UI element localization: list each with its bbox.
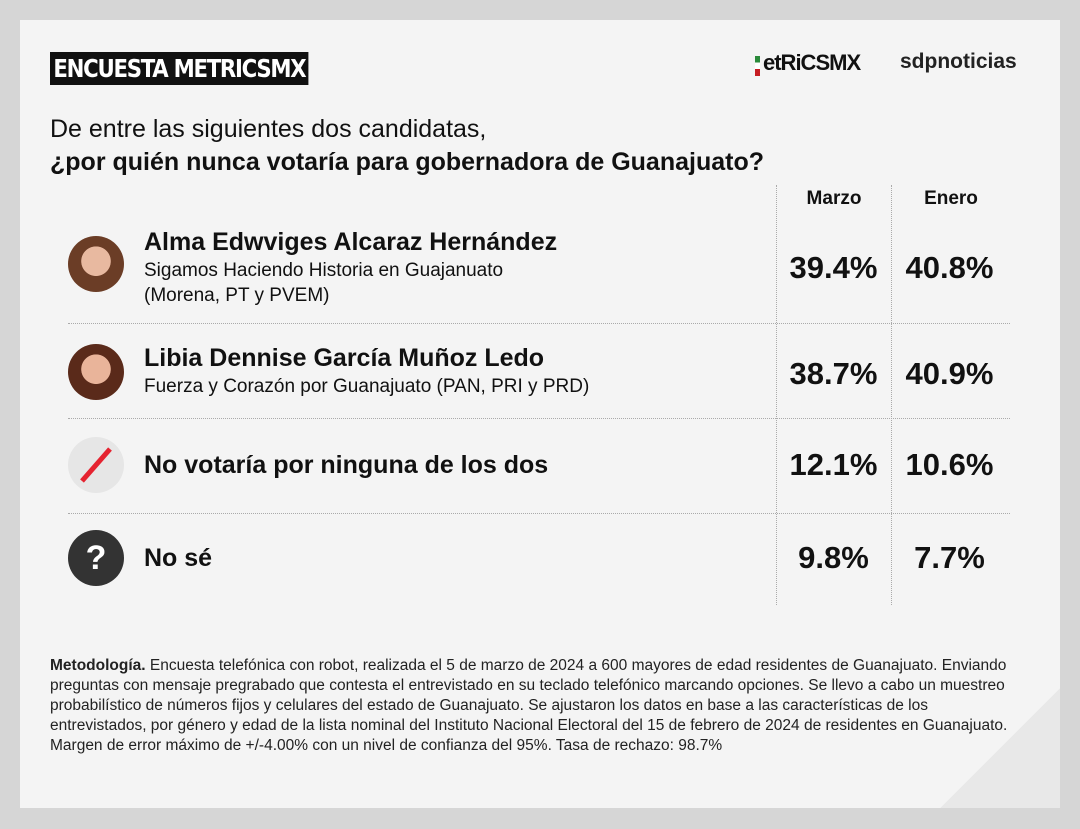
- divider: [68, 513, 1010, 514]
- question-intro: De entre las siguientes dos candidatas,: [50, 115, 487, 143]
- question-title: ¿por quién nunca votaría para gobernador…: [50, 148, 764, 176]
- methodology-text: Encuesta telefónica con robot, realizada…: [50, 657, 1008, 754]
- value-marzo: 9.8%: [798, 540, 869, 575]
- methodology: Metodología. Encuesta telefónica con rob…: [50, 656, 1010, 756]
- flag-icon: [755, 56, 760, 76]
- survey-badge: ENCUESTA METRICSMX: [50, 52, 309, 85]
- candidate-coalition: Sigamos Haciendo Historia en Guajanuato: [144, 260, 504, 281]
- value-marzo: 38.7%: [789, 356, 878, 391]
- option-label: No sé: [144, 544, 213, 572]
- candidate-name: Libia Dennise García Muñoz Ledo: [144, 344, 545, 372]
- value-enero: 10.6%: [905, 447, 994, 482]
- column-header-marzo: Marzo: [806, 188, 862, 209]
- value-enero: 40.9%: [905, 356, 994, 391]
- value-marzo: 12.1%: [789, 447, 878, 482]
- methodology-label: Metodología.: [50, 657, 146, 674]
- divider: [776, 185, 777, 605]
- divider: [68, 323, 1010, 324]
- divider: [891, 185, 892, 605]
- value-marzo: 39.4%: [789, 250, 878, 285]
- value-enero: 40.8%: [905, 250, 994, 285]
- candidate-parties: (Morena, PT y PVEM): [144, 285, 330, 306]
- slash-icon: [68, 437, 124, 493]
- candidate-coalition: Fuerza y Corazón por Guanajuato (PAN, PR…: [144, 376, 590, 397]
- value-enero: 7.7%: [914, 540, 985, 575]
- poll-card: ENCUESTA METRICSMX etRiCSMX sdpnoticias …: [20, 20, 1060, 808]
- avatar: [68, 236, 124, 292]
- option-label: No votaría por ninguna de los dos: [144, 451, 549, 479]
- question-icon: ?: [68, 530, 124, 586]
- avatar: [68, 344, 124, 400]
- metricsmx-logo: etRiCSMX: [755, 50, 861, 76]
- column-header-enero: Enero: [924, 188, 978, 209]
- sdpnoticias-logo: sdpnoticias: [900, 50, 1017, 73]
- candidate-name: Alma Edwviges Alcaraz Hernández: [144, 228, 558, 256]
- divider: [68, 418, 1010, 419]
